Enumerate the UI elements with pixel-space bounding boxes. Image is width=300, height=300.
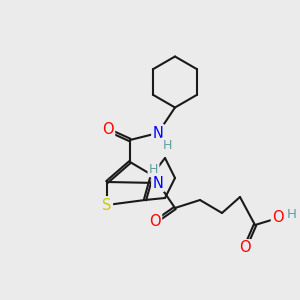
Text: O: O bbox=[239, 241, 251, 256]
Text: H: H bbox=[149, 163, 158, 176]
Text: O: O bbox=[149, 214, 161, 230]
Text: S: S bbox=[102, 197, 112, 212]
Text: N: N bbox=[153, 176, 164, 190]
Text: H: H bbox=[286, 208, 296, 221]
Text: H: H bbox=[162, 139, 172, 152]
Text: N: N bbox=[153, 125, 164, 140]
Text: O: O bbox=[272, 211, 284, 226]
Text: O: O bbox=[102, 122, 114, 137]
